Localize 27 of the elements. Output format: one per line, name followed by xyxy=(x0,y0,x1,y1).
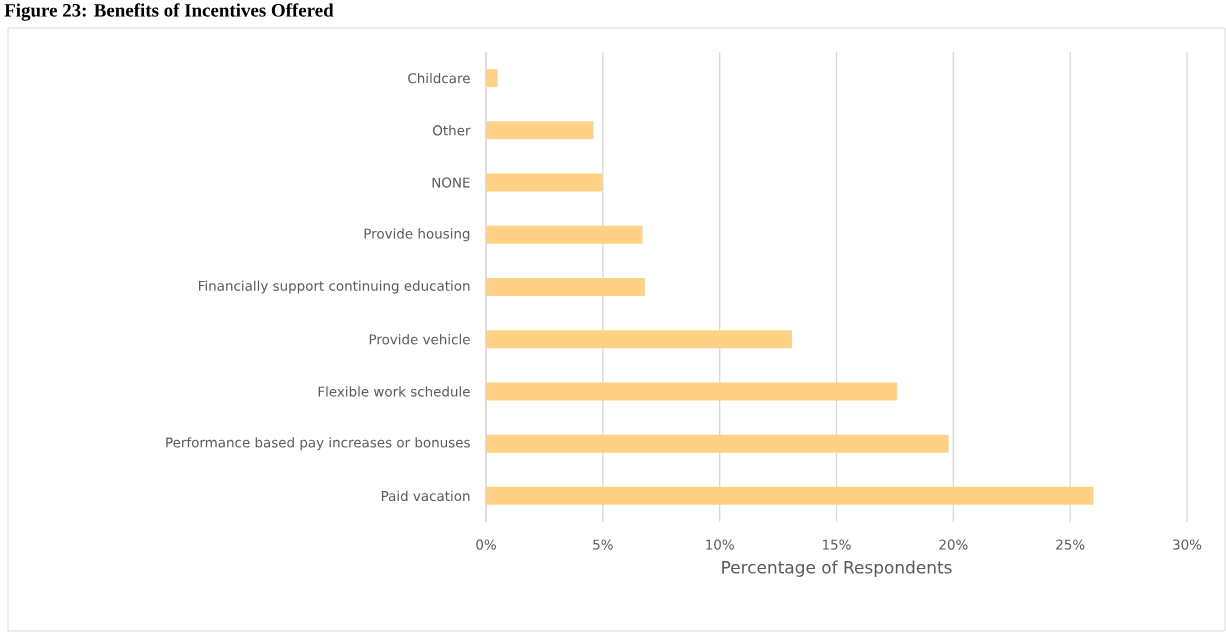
y-tick-label: NONE xyxy=(432,177,470,188)
bar xyxy=(486,277,645,296)
y-tick-label: Provide vehicle xyxy=(369,334,470,345)
bar xyxy=(486,382,898,401)
y-tick-label: Flexible work schedule xyxy=(318,386,470,397)
x-tick-label: 20% xyxy=(939,539,968,550)
bar xyxy=(486,225,643,244)
x-tick-label: 25% xyxy=(1056,539,1085,550)
bar xyxy=(486,486,1094,505)
y-tick-label: Childcare xyxy=(408,72,470,84)
x-tick-label: 15% xyxy=(823,539,851,550)
bar xyxy=(486,121,594,140)
x-tick-label: 30% xyxy=(1173,539,1202,550)
bar xyxy=(486,434,949,453)
y-tick-label: Performance based pay increases or bonuses xyxy=(166,437,470,451)
x-tick-label: 5% xyxy=(593,539,613,550)
text: Figure 23: Benefits of Incentives Offered xyxy=(4,3,334,21)
x-tick-label: 10% xyxy=(706,539,734,550)
y-tick-label: Other xyxy=(433,125,471,136)
y-tick-label: Provide housing xyxy=(364,228,470,242)
y-tick-label: Paid vacation xyxy=(381,490,470,502)
bar xyxy=(486,173,603,192)
x-axis-title: Percentage of Respondents xyxy=(722,560,952,577)
y-tick-label: Financially support continuing education xyxy=(199,280,470,294)
bar xyxy=(486,330,793,349)
bar xyxy=(486,69,498,88)
x-tick-label: 0% xyxy=(476,539,496,550)
